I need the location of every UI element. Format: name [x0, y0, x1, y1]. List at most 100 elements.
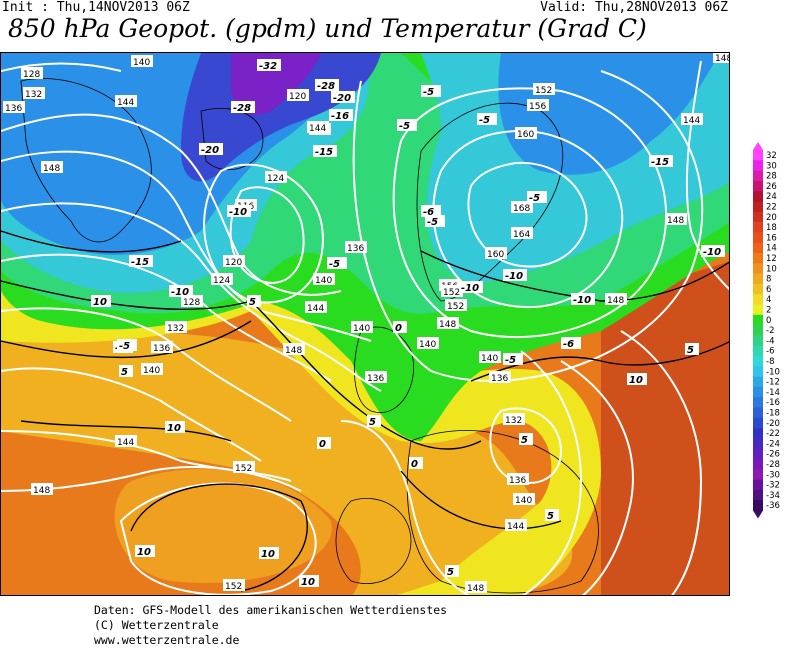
- geopotential-label: 160: [487, 250, 504, 260]
- geopotential-label: 148: [715, 54, 730, 64]
- scale-label: 8: [766, 275, 771, 285]
- geopotential-label: 132: [167, 324, 184, 334]
- geopotential-label: 148: [43, 164, 60, 174]
- isotherm-label: -28: [233, 103, 251, 114]
- geopotential-label: 128: [183, 298, 200, 308]
- isotherm-label: 5: [687, 345, 694, 356]
- copyright-line: (C) Wetterzentrale: [94, 618, 219, 632]
- scale-swatch: [753, 366, 763, 377]
- scale-swatch: [753, 314, 763, 326]
- isotherm-label: 10: [137, 547, 151, 558]
- geopotential-label: 124: [213, 276, 230, 286]
- geopotential-label: 152: [225, 582, 242, 592]
- britain-outline: [354, 326, 414, 413]
- isotherm-label: -6: [423, 207, 434, 218]
- isotherm-label: 10: [629, 375, 643, 386]
- scale-swatch: [753, 304, 763, 316]
- scale-swatch: [753, 356, 763, 367]
- isotherm-label: 0: [395, 323, 402, 334]
- temperature-fill-warmer-band: [1, 321, 573, 595]
- isotherm-label: 0: [319, 439, 326, 450]
- scale-bottom-arrow: [753, 510, 763, 519]
- isotherm-label: 5: [521, 435, 528, 446]
- isotherm-five-east: [600, 341, 729, 366]
- geopotential-label: 128: [23, 70, 40, 80]
- scale-swatch: [753, 479, 763, 491]
- scale-swatch: [753, 283, 763, 295]
- isotherm-ten-atlantic: [130, 483, 308, 592]
- temperature-fill-coldest-core: [231, 53, 321, 115]
- isotherm-minus-ten-east: [420, 250, 729, 302]
- geopotential-contour: [685, 60, 729, 291]
- isotherm-label: 10: [261, 549, 275, 560]
- geopotential-label: 148: [439, 320, 456, 330]
- scale-swatch: [753, 500, 763, 511]
- geopotential-label: 140: [315, 276, 332, 286]
- isotherm-label: -5: [427, 217, 438, 228]
- scale-label: -12: [766, 378, 780, 388]
- isotherm-label: -15: [315, 147, 333, 158]
- scale-swatch: [753, 211, 763, 223]
- isotherm-labels: -32 -28 -20 -16 -20 -28 -15 -10 -15 -10 …: [91, 59, 725, 588]
- isotherm-five-south: [400, 470, 562, 530]
- geopotential-contour: [340, 420, 470, 595]
- color-scale-bars: [753, 142, 763, 519]
- scale-label: -22: [766, 429, 780, 439]
- scale-swatch: [753, 294, 763, 305]
- color-scale-svg: 32302826242220181614121086420-2-4-6-8-10…: [753, 142, 780, 519]
- geopotential-contour: [1, 253, 332, 382]
- scale-label: 2: [766, 306, 771, 316]
- scale-swatch: [753, 448, 763, 460]
- scale-swatch: [753, 345, 763, 357]
- isotherm-label: -15: [131, 257, 149, 268]
- scale-swatch: [753, 180, 763, 192]
- scale-label: 26: [766, 182, 777, 192]
- scale-label: 10: [766, 264, 777, 274]
- map-title: 850 hPa Geopot. (gpdm) und Temperatur (G…: [8, 14, 647, 43]
- scale-label: 24: [766, 192, 777, 202]
- geopotential-label: 152: [535, 86, 552, 96]
- geopotential-label: 152: [443, 288, 460, 298]
- geopotential-label: 136: [153, 344, 170, 354]
- geopotential-contour: [1, 62, 122, 72]
- geopotential-contour: [520, 350, 583, 595]
- weather-map: 128 132 136 140 144 148 124 116 120 124 …: [0, 52, 730, 596]
- geopotential-label: 168: [513, 204, 530, 214]
- isotherm-label: -15: [651, 157, 669, 168]
- isotherm-label: -5: [479, 115, 490, 126]
- isotherm-label: 5: [249, 297, 256, 308]
- scale-swatch: [753, 201, 763, 213]
- valid-time-label: Valid: Thu,28NOV2013 06Z: [540, 0, 728, 15]
- scale-label: -6: [766, 347, 774, 357]
- geopotential-label: 152: [447, 302, 464, 312]
- geopotential-label: 144: [507, 522, 524, 532]
- scale-label: 16: [766, 233, 777, 243]
- scale-label: -8: [766, 357, 774, 367]
- scale-swatch: [753, 170, 763, 182]
- low-center-contour: [229, 186, 305, 284]
- isotherm-label: 10: [93, 297, 107, 308]
- geopotential-label: 120: [289, 92, 306, 102]
- geopotential-label: 148: [467, 584, 484, 594]
- scale-swatch: [753, 160, 763, 171]
- geopotential-label: 140: [353, 324, 370, 334]
- isotherm-minus-ten: [1, 230, 182, 253]
- greenland-outline: [20, 78, 152, 243]
- geopotential-label: 136: [367, 374, 384, 384]
- scale-label: 28: [766, 172, 777, 182]
- cutoff-low-contour: [489, 407, 563, 484]
- scale-swatch: [753, 438, 763, 449]
- scale-swatch: [753, 150, 763, 161]
- geopotential-label: 156: [529, 102, 546, 112]
- isotherm-label: -10: [461, 283, 479, 294]
- geopotential-label: 140: [515, 496, 532, 506]
- geopotential-label: 144: [309, 124, 326, 134]
- scale-swatch: [753, 469, 763, 480]
- init-time-label: Init : Thu,14NOV2013 06Z: [2, 0, 190, 15]
- scale-label: 0: [766, 316, 771, 326]
- isotherm-ten: [20, 420, 232, 442]
- scale-label: -36: [766, 501, 780, 511]
- scale-label: 14: [766, 244, 777, 254]
- geopotential-contour: [1, 113, 342, 296]
- scale-label: -16: [766, 398, 780, 408]
